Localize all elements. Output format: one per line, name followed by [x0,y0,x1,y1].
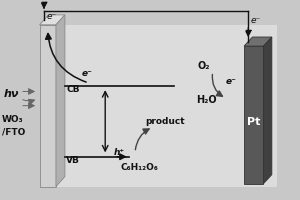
Text: h⁺: h⁺ [114,148,125,157]
Polygon shape [244,37,272,46]
Polygon shape [56,15,65,187]
Bar [244,46,263,184]
Bar [40,25,56,187]
Text: hν: hν [4,89,19,99]
Text: e⁻: e⁻ [46,12,56,21]
Text: H₂O: H₂O [196,95,217,105]
Text: product: product [146,117,185,126]
Text: WO₃
/FTO: WO₃ /FTO [2,115,26,136]
Text: CB: CB [66,85,80,94]
Text: O₂: O₂ [198,61,210,71]
Bar [56,25,277,187]
Polygon shape [263,37,272,184]
Text: C₆H₁₂O₆: C₆H₁₂O₆ [120,163,158,172]
Text: VB: VB [66,156,80,165]
Text: e⁻: e⁻ [226,77,237,86]
Text: Pt: Pt [247,117,260,127]
Text: e⁻: e⁻ [81,69,92,78]
Text: e⁻: e⁻ [250,16,261,25]
Polygon shape [40,15,65,25]
